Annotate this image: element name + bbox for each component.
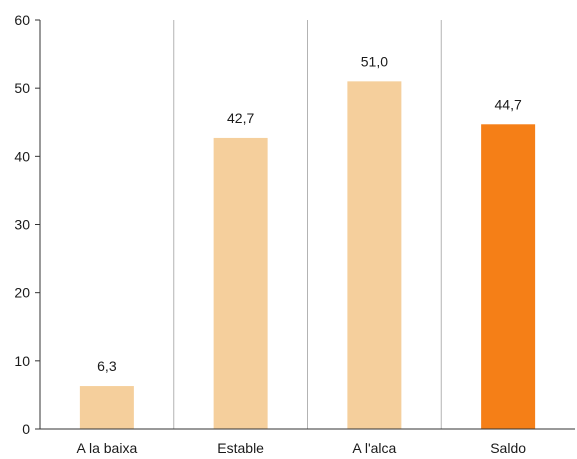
data-label: 42,7 [227, 110, 254, 126]
y-tick-label: 40 [14, 148, 30, 164]
bar [481, 124, 536, 430]
x-tick-label: Estable [217, 440, 264, 456]
y-tick-label: 50 [14, 80, 30, 96]
x-tick-label: A la baixa [77, 440, 138, 456]
y-axis-ticks: 0 10 20 30 40 50 60 [14, 12, 40, 437]
data-label: 51,0 [361, 53, 388, 69]
bars [79, 81, 536, 430]
bar [347, 81, 402, 429]
bar [79, 386, 134, 429]
y-tick-label: 60 [14, 12, 30, 28]
bar [213, 137, 268, 429]
data-label: 44,7 [495, 96, 522, 112]
x-axis-ticks: A la baixa Estable A l'alca Saldo [77, 440, 527, 456]
x-tick-label: A l'alca [352, 440, 396, 456]
y-tick-label: 10 [14, 353, 30, 369]
y-tick-label: 20 [14, 285, 30, 301]
y-tick-label: 0 [22, 421, 30, 437]
x-tick-label: Saldo [490, 440, 526, 456]
category-separators [173, 20, 442, 429]
data-label: 6,3 [97, 358, 117, 374]
value-labels: 6,3 42,7 51,0 44,7 [97, 53, 522, 374]
y-tick-label: 30 [14, 217, 30, 233]
